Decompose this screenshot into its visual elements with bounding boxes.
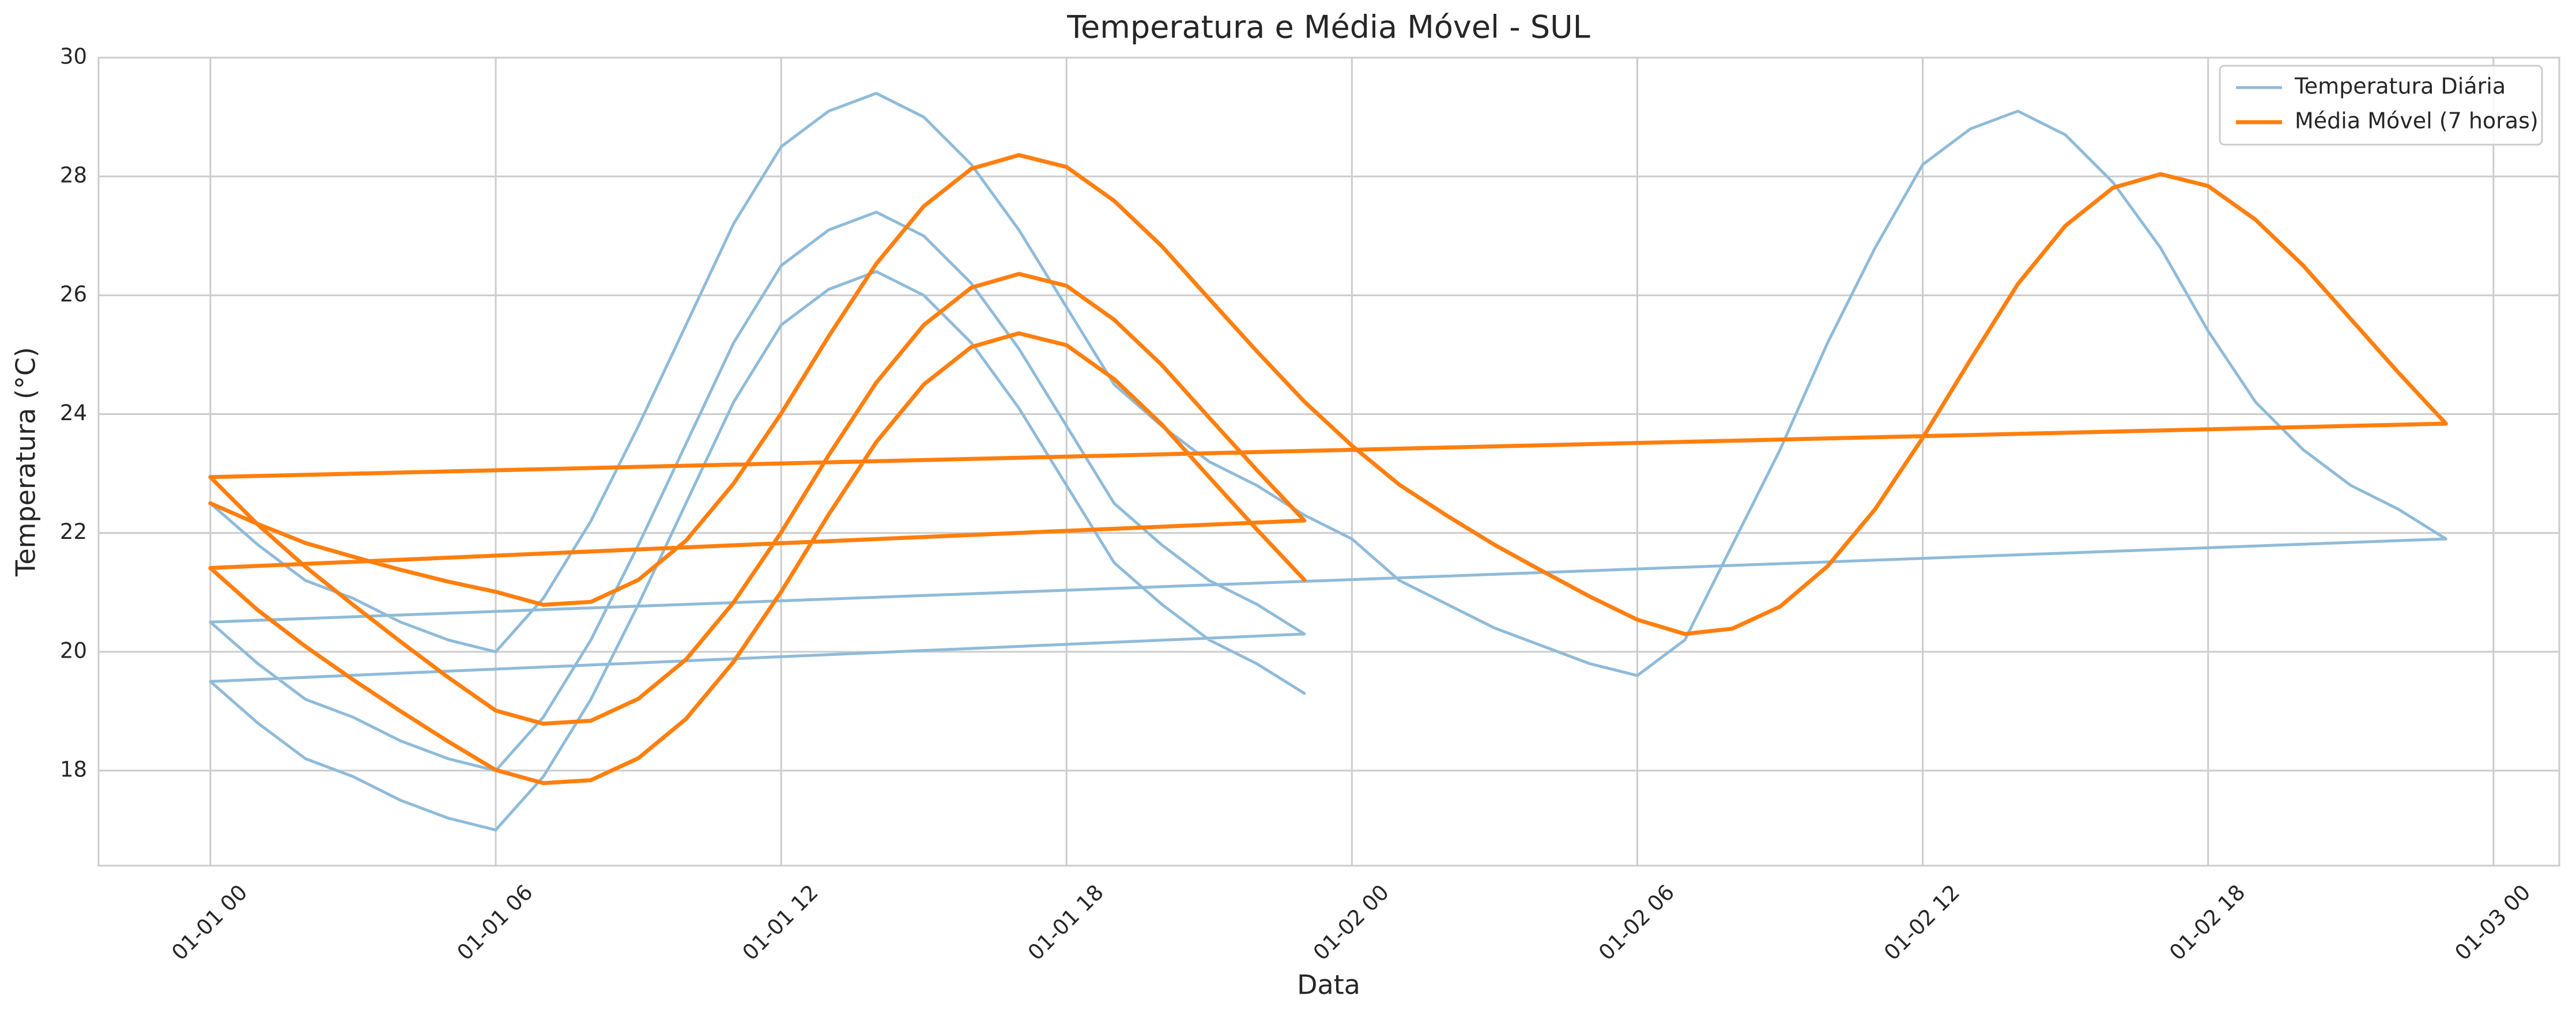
y-tick-label: 30 — [60, 44, 87, 69]
y-tick-label: 24 — [60, 401, 87, 425]
x-tick-label: 01-01 18 — [1023, 880, 1108, 965]
legend: Temperatura Diária Média Móvel (7 horas) — [2219, 65, 2543, 146]
y-tick-label: 18 — [60, 757, 87, 782]
x-tick-label: 01-01 06 — [452, 880, 538, 965]
x-tick-label: 01-02 12 — [1879, 880, 1964, 965]
data-line — [209, 92, 2447, 832]
y-tick-label: 26 — [60, 282, 87, 307]
chart-title: Temperatura e Média Móvel - SUL — [1066, 9, 1590, 46]
y-tick-label: 28 — [60, 163, 87, 188]
x-tick-label: 01-03 00 — [2450, 880, 2535, 965]
x-tick-label: 01-01 00 — [167, 880, 252, 965]
legend-label: Temperatura Diária — [2294, 74, 2506, 99]
x-tick-label: 01-02 06 — [1594, 880, 1679, 965]
y-tick-label: 20 — [60, 638, 87, 663]
data-line — [208, 153, 2448, 786]
x-tick-label: 01-02 00 — [1308, 880, 1394, 965]
plot-frame — [97, 56, 2560, 867]
x-tick-label: 01-01 12 — [738, 880, 823, 965]
legend-box — [2219, 65, 2543, 146]
x-axis-label: Data — [1297, 969, 1360, 1001]
legend-label: Média Móvel (7 horas) — [2295, 108, 2539, 134]
x-tick-label: 01-02 18 — [2164, 880, 2250, 965]
y-tick-label: 22 — [60, 519, 87, 544]
y-axis-label: Temperatura (°C) — [10, 347, 42, 577]
